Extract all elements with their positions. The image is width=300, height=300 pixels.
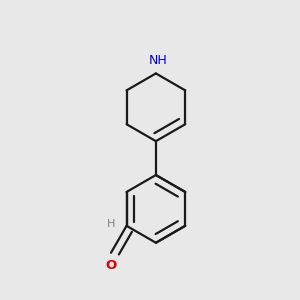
Text: NH: NH <box>149 54 168 67</box>
Text: O: O <box>105 259 117 272</box>
Text: H: H <box>106 219 115 229</box>
